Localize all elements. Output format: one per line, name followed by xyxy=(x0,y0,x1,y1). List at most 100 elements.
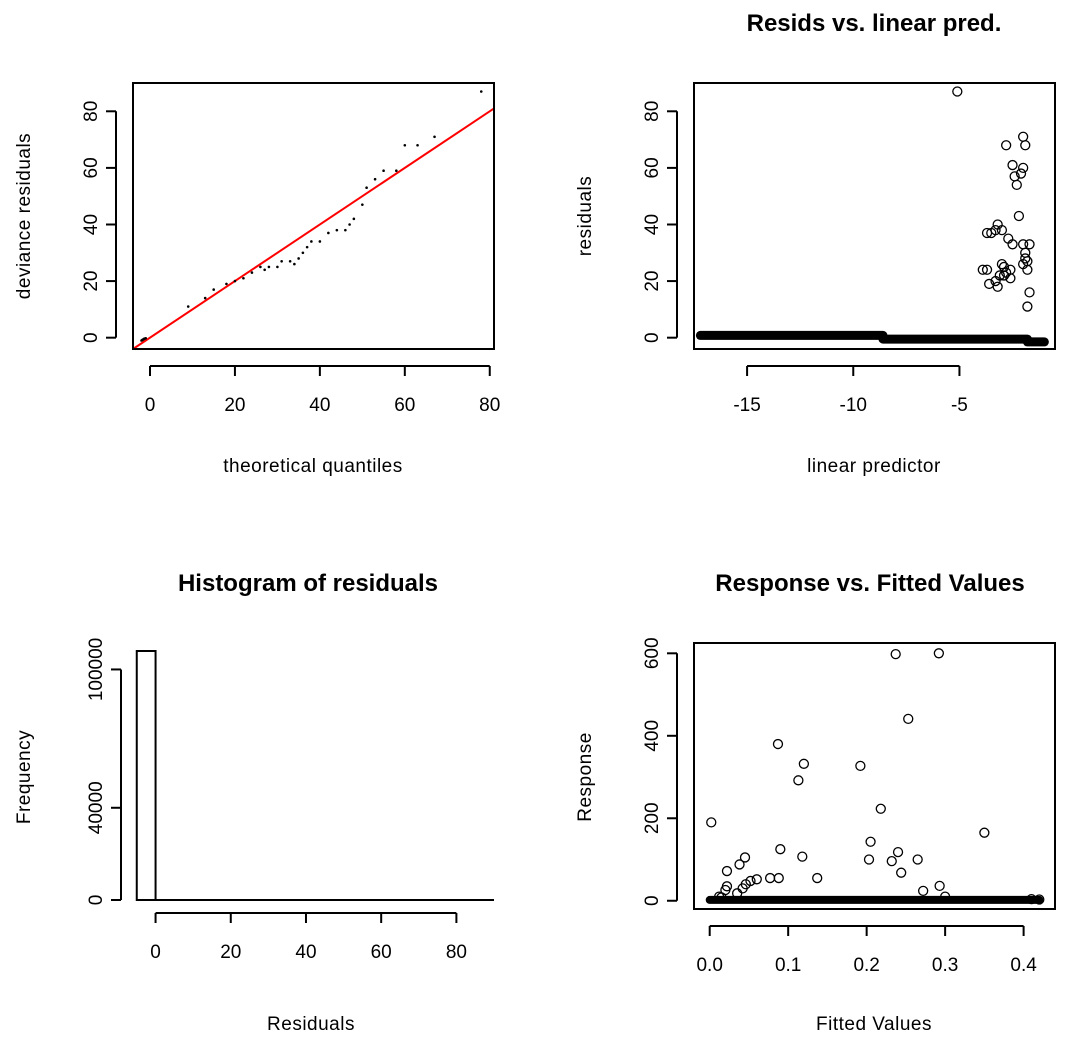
resids-vs-linear-pred-panel: -15 -10 -5 0 20 40 60 80 Resids vs. linear pred… xyxy=(575,10,1056,477)
data-point xyxy=(933,648,945,659)
y-tick-label: 600 xyxy=(642,637,663,669)
plot-frame xyxy=(132,82,495,350)
data-point xyxy=(706,817,717,828)
x-tick-label: 0.0 xyxy=(696,955,722,976)
data-point xyxy=(335,228,339,232)
data-point xyxy=(276,265,279,269)
y-tick-label: 60 xyxy=(642,157,663,178)
data-point xyxy=(433,135,436,139)
data-point xyxy=(1026,893,1037,905)
data-point xyxy=(875,803,886,814)
data-point xyxy=(280,259,283,263)
data-point xyxy=(886,856,897,867)
data-point xyxy=(1011,179,1022,191)
x-tick-label: 40 xyxy=(309,395,330,416)
x-tick-label: 0 xyxy=(145,395,156,416)
y-tick-label: 200 xyxy=(642,802,663,834)
data-point xyxy=(992,281,1003,292)
data-point xyxy=(994,270,1005,281)
data-point xyxy=(996,258,1008,270)
y-tick-label: 40 xyxy=(642,214,663,235)
plot-frame xyxy=(693,642,1056,910)
data-point xyxy=(981,264,993,275)
data-point xyxy=(1013,210,1025,222)
data-point xyxy=(395,169,398,173)
y-axis-label: Response xyxy=(575,732,596,822)
y-tick-label: 100000 xyxy=(86,638,107,701)
y-tick-label: 40 xyxy=(81,214,102,235)
data-point xyxy=(203,296,207,300)
data-point xyxy=(144,336,148,340)
data-point xyxy=(1020,253,1031,264)
x-tick-label: 0.2 xyxy=(853,955,879,976)
data-point xyxy=(1022,301,1033,312)
x-tick-label: -10 xyxy=(840,395,867,416)
data-point xyxy=(1024,239,1035,250)
data-point xyxy=(233,279,237,283)
data-point xyxy=(373,177,377,181)
data-point xyxy=(977,264,988,275)
data-point xyxy=(1015,168,1027,179)
data-point xyxy=(996,224,1008,236)
data-point xyxy=(344,228,347,232)
data-point xyxy=(892,846,904,858)
data-point xyxy=(310,240,313,243)
data-point xyxy=(797,851,808,862)
data-point xyxy=(361,203,364,206)
data-point xyxy=(1017,162,1029,174)
x-tick-label: 0 xyxy=(150,942,161,963)
data-point xyxy=(288,259,292,263)
y-tick-label: 40000 xyxy=(86,781,107,834)
data-point xyxy=(890,648,901,660)
data-point xyxy=(934,880,945,892)
data-point xyxy=(416,143,419,147)
x-tick-label: -5 xyxy=(951,395,968,416)
data-point xyxy=(267,265,271,269)
data-point xyxy=(242,276,245,280)
data-point xyxy=(773,872,784,884)
x-tick-label: 40 xyxy=(295,942,316,963)
y-tick-label: 0 xyxy=(642,895,663,906)
data-point xyxy=(751,874,762,885)
y-tick-label: 60 xyxy=(81,157,102,178)
data-point xyxy=(912,854,923,865)
data-point xyxy=(1007,239,1018,250)
data-point xyxy=(952,86,963,97)
y-axis-label: deviance residuals xyxy=(14,133,35,299)
data-point xyxy=(793,775,804,786)
x-tick-label: 0.4 xyxy=(1010,955,1037,976)
x-tick-label: 60 xyxy=(371,942,392,963)
chart-title: Resids vs. linear pred. xyxy=(747,10,1002,37)
y-tick-label: 80 xyxy=(642,101,663,122)
plot-frame xyxy=(693,82,1056,350)
y-tick-label: 80 xyxy=(81,101,102,122)
data-point xyxy=(327,231,330,235)
data-point xyxy=(855,760,866,772)
data-point xyxy=(1034,894,1045,905)
chart-title: Response vs. Fitted Values xyxy=(715,570,1024,597)
data-point xyxy=(1001,140,1012,151)
data-point xyxy=(716,892,727,903)
data-point xyxy=(1005,264,1016,275)
y-axis-label: Frequency xyxy=(14,730,35,824)
data-point xyxy=(764,872,776,884)
x-tick-label: 80 xyxy=(446,942,467,963)
data-point xyxy=(1017,131,1029,142)
data-point xyxy=(365,186,368,190)
x-tick-label: 0.1 xyxy=(775,955,801,976)
y-tick-label: 0 xyxy=(86,895,107,906)
y-tick-label: 20 xyxy=(642,271,663,292)
x-axis-label: linear predictor xyxy=(807,456,941,477)
data-point xyxy=(293,262,296,266)
data-point xyxy=(305,245,309,249)
data-point xyxy=(896,867,907,878)
x-tick-label: 20 xyxy=(224,395,245,416)
data-point xyxy=(259,265,262,269)
x-axis-label: theoretical quantiles xyxy=(223,456,403,477)
data-point xyxy=(812,872,823,884)
y-tick-label: 400 xyxy=(642,720,663,752)
x-tick-label: 60 xyxy=(394,395,415,416)
data-point xyxy=(772,738,784,750)
data-point xyxy=(297,257,300,260)
data-point xyxy=(348,223,351,226)
